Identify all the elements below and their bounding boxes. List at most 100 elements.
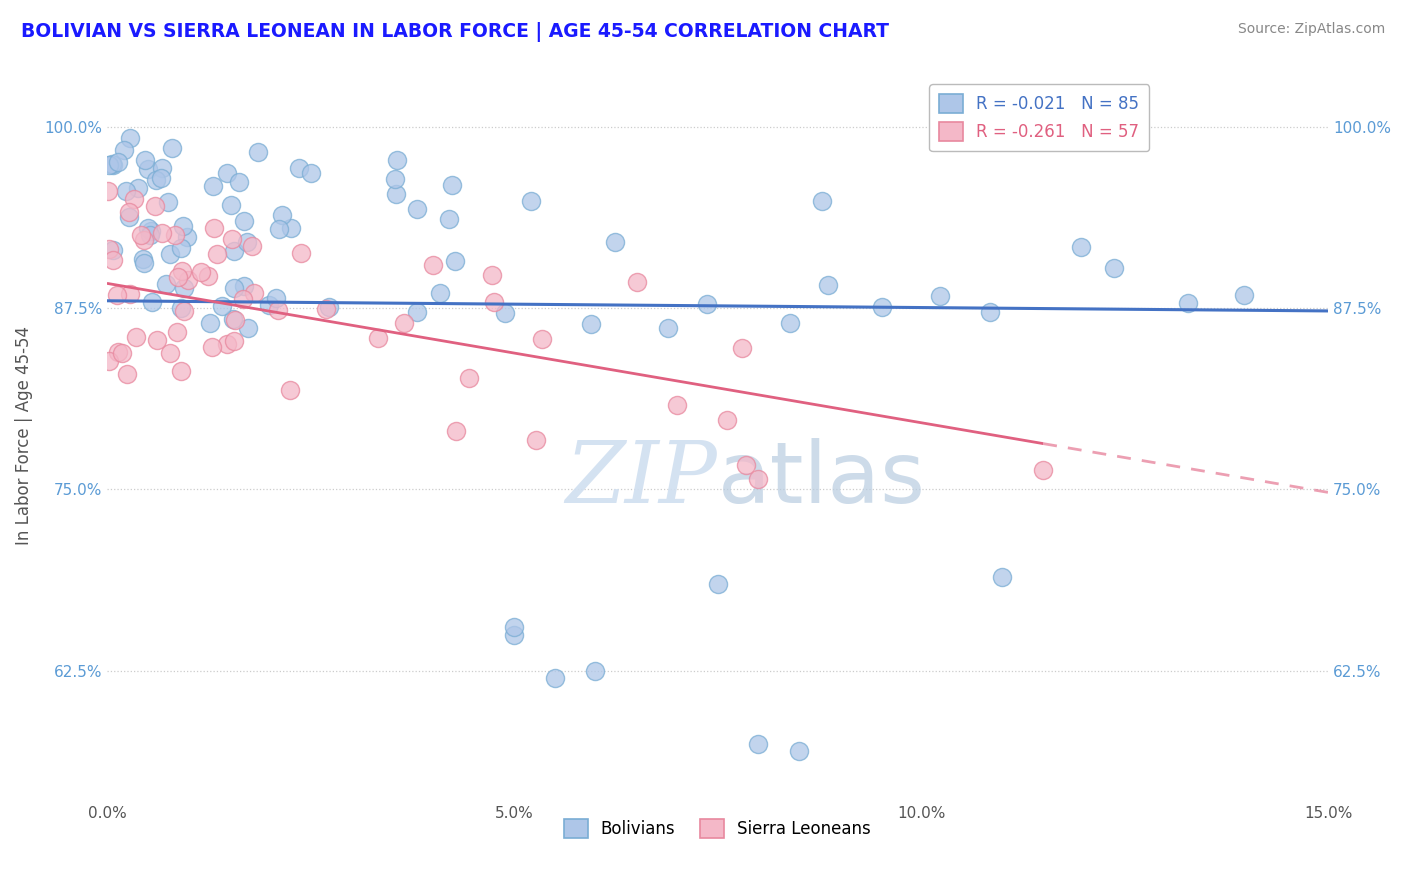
- Point: [264, 291, 287, 305]
- Point: [579, 317, 602, 331]
- Point: [101, 157, 124, 171]
- Point: [190, 265, 212, 279]
- Point: [145, 173, 167, 187]
- Point: [406, 202, 429, 216]
- Point: [98, 158, 121, 172]
- Point: [779, 316, 801, 330]
- Point: [150, 226, 173, 240]
- Point: [706, 577, 728, 591]
- Point: [267, 222, 290, 236]
- Point: [232, 279, 254, 293]
- Point: [114, 184, 136, 198]
- Point: [696, 296, 718, 310]
- Point: [221, 198, 243, 212]
- Point: [387, 153, 409, 168]
- Point: [131, 252, 153, 266]
- Point: [176, 230, 198, 244]
- Point: [136, 162, 159, 177]
- Point: [991, 569, 1014, 583]
- Point: [482, 294, 505, 309]
- Point: [233, 214, 256, 228]
- Point: [118, 287, 141, 301]
- Point: [458, 371, 481, 385]
- Point: [155, 277, 177, 291]
- Point: [103, 244, 125, 258]
- Point: [107, 155, 129, 169]
- Point: [1070, 240, 1092, 254]
- Point: [150, 170, 173, 185]
- Point: [111, 345, 134, 359]
- Point: [603, 235, 626, 249]
- Point: [481, 268, 503, 282]
- Point: [240, 239, 263, 253]
- Point: [441, 178, 464, 192]
- Point: [112, 143, 135, 157]
- Point: [115, 367, 138, 381]
- Point: [97, 184, 120, 198]
- Point: [280, 220, 302, 235]
- Y-axis label: In Labor Force | Age 45-54: In Labor Force | Age 45-54: [15, 326, 32, 544]
- Point: [222, 312, 245, 326]
- Point: [217, 336, 239, 351]
- Point: [177, 272, 200, 286]
- Point: [444, 254, 467, 268]
- Point: [626, 276, 648, 290]
- Point: [221, 232, 243, 246]
- Point: [170, 241, 193, 255]
- Point: [288, 161, 311, 175]
- Point: [222, 334, 245, 348]
- Point: [735, 458, 758, 473]
- Point: [747, 737, 769, 751]
- Point: [1177, 296, 1199, 310]
- Point: [238, 321, 260, 335]
- Point: [145, 333, 167, 347]
- Text: Source: ZipAtlas.com: Source: ZipAtlas.com: [1237, 22, 1385, 37]
- Text: atlas: atlas: [717, 438, 925, 521]
- Point: [162, 141, 184, 155]
- Legend: Bolivians, Sierra Leoneans: Bolivians, Sierra Leoneans: [558, 812, 877, 845]
- Point: [141, 295, 163, 310]
- Point: [205, 247, 228, 261]
- Point: [127, 181, 149, 195]
- Point: [444, 424, 467, 438]
- Point: [166, 325, 188, 339]
- Point: [524, 434, 547, 448]
- Point: [172, 219, 194, 233]
- Point: [228, 175, 250, 189]
- Point: [200, 317, 222, 331]
- Point: [167, 270, 190, 285]
- Point: [132, 256, 155, 270]
- Point: [810, 194, 832, 208]
- Point: [385, 186, 408, 201]
- Point: [278, 383, 301, 397]
- Text: ZIP: ZIP: [565, 438, 717, 520]
- Point: [299, 166, 322, 180]
- Point: [201, 340, 224, 354]
- Point: [1233, 288, 1256, 302]
- Point: [242, 286, 264, 301]
- Point: [406, 305, 429, 319]
- Point: [530, 332, 553, 346]
- Point: [143, 199, 166, 213]
- Point: [247, 145, 270, 159]
- Point: [318, 300, 340, 314]
- Point: [202, 179, 225, 194]
- Point: [163, 227, 186, 242]
- Point: [125, 330, 148, 344]
- Point: [107, 344, 129, 359]
- Point: [222, 244, 245, 258]
- Point: [1102, 261, 1125, 276]
- Point: [716, 413, 738, 427]
- Point: [271, 208, 294, 222]
- Point: [105, 288, 128, 302]
- Point: [1032, 463, 1054, 477]
- Point: [159, 247, 181, 261]
- Point: [170, 301, 193, 315]
- Point: [215, 166, 238, 180]
- Point: [439, 211, 461, 226]
- Point: [392, 317, 415, 331]
- Point: [173, 303, 195, 318]
- Text: BOLIVIAN VS SIERRA LEONEAN IN LABOR FORCE | AGE 45-54 CORRELATION CHART: BOLIVIAN VS SIERRA LEONEAN IN LABOR FORC…: [21, 22, 889, 42]
- Point: [197, 269, 219, 284]
- Point: [979, 305, 1001, 319]
